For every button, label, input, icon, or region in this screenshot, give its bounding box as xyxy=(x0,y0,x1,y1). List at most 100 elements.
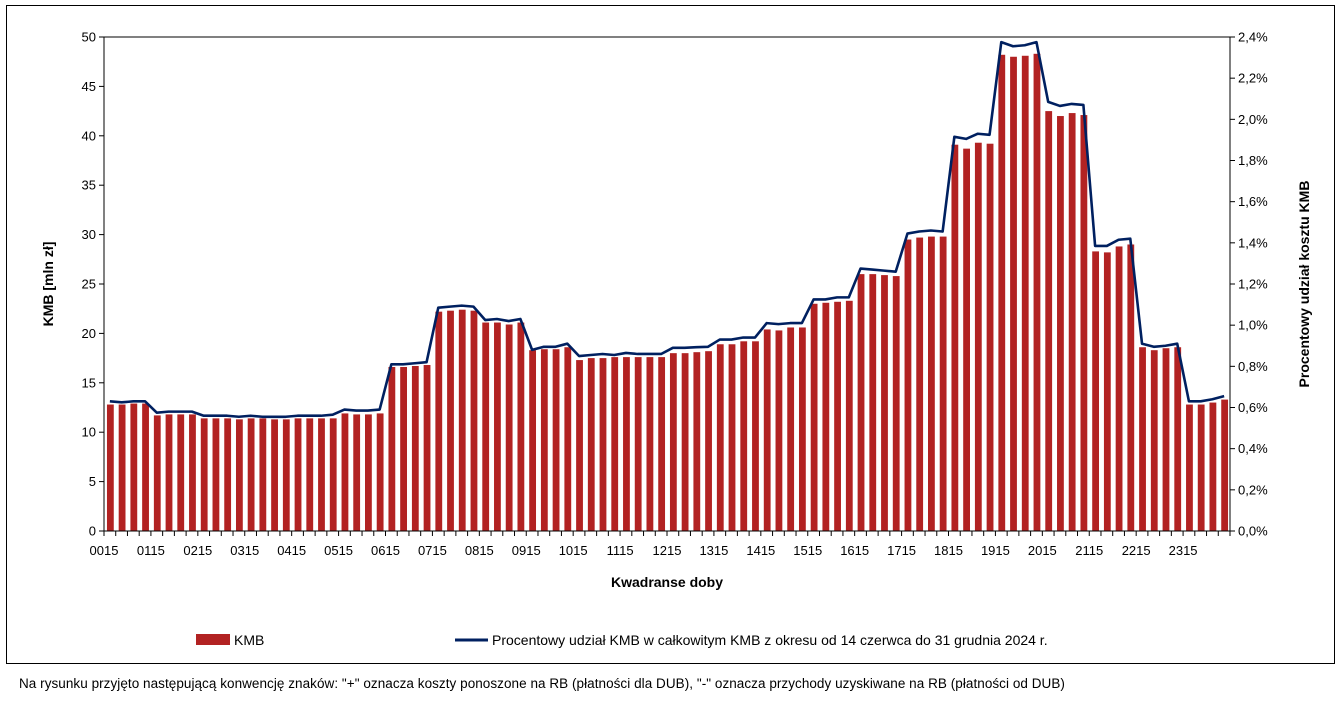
y-tick-label: 5 xyxy=(89,474,96,489)
x-axis-title: Kwadranse doby xyxy=(611,574,723,590)
bar xyxy=(435,311,443,531)
bar xyxy=(529,350,537,531)
bar xyxy=(118,404,126,531)
bar xyxy=(224,418,232,531)
bar xyxy=(106,404,114,531)
bar xyxy=(587,358,595,531)
bar xyxy=(400,366,407,531)
bar xyxy=(153,415,161,531)
x-tick-label: 0415 xyxy=(277,543,306,558)
bar xyxy=(834,301,841,531)
x-tick-label: 0915 xyxy=(512,543,541,558)
y-tick-label: 15 xyxy=(82,375,96,390)
bar xyxy=(1021,55,1029,531)
x-tick-label: 1815 xyxy=(934,543,963,558)
y2-tick-label: 0,8% xyxy=(1238,359,1268,374)
bar xyxy=(458,309,466,531)
x-tick-label: 1615 xyxy=(840,543,869,558)
bar xyxy=(294,418,302,531)
y-tick-label: 0 xyxy=(89,524,96,539)
bar xyxy=(235,419,243,531)
bar xyxy=(447,310,454,531)
bar xyxy=(494,322,501,531)
bar xyxy=(705,351,712,531)
y2-tick-label: 1,4% xyxy=(1238,235,1268,250)
bar xyxy=(951,144,959,531)
bar xyxy=(986,143,994,532)
x-tick-label: 1915 xyxy=(981,543,1010,558)
bar xyxy=(1068,113,1076,532)
legend-swatch-kmb xyxy=(196,634,230,645)
bar xyxy=(423,365,431,531)
bar xyxy=(1033,53,1041,532)
x-tick-label: 0115 xyxy=(137,543,165,558)
bar xyxy=(716,344,724,531)
legend-label-kmb: KMB xyxy=(234,632,264,648)
bar xyxy=(658,357,666,531)
y-tick-label: 30 xyxy=(82,227,96,242)
bar xyxy=(376,413,384,531)
bar xyxy=(1115,246,1123,531)
bar xyxy=(963,148,970,532)
bar xyxy=(904,239,912,532)
x-tick-label: 1215 xyxy=(653,543,682,558)
bar xyxy=(810,303,818,531)
bar xyxy=(728,344,736,531)
bar xyxy=(775,330,783,531)
bar xyxy=(1127,244,1135,532)
bar xyxy=(869,274,877,531)
bar xyxy=(552,349,560,531)
x-tick-label: 0815 xyxy=(465,543,494,558)
bar xyxy=(1103,252,1111,531)
x-tick-label: 1115 xyxy=(607,543,634,558)
bar xyxy=(681,353,689,531)
bar xyxy=(505,324,513,531)
bar xyxy=(1092,251,1100,531)
bar xyxy=(693,352,701,531)
bar xyxy=(271,419,278,531)
y-tick-label: 45 xyxy=(82,79,96,94)
bar xyxy=(212,418,220,531)
bar xyxy=(388,366,396,531)
bar xyxy=(540,349,548,531)
legend-label-line: Procentowy udział KMB w całkowitym KMB z… xyxy=(492,632,1048,648)
y2-tick-label: 0,4% xyxy=(1238,441,1268,456)
bar xyxy=(1209,402,1217,531)
x-tick-label: 0715 xyxy=(418,543,447,558)
bar xyxy=(939,236,947,532)
y-tick-label: 25 xyxy=(82,277,96,292)
bar xyxy=(318,418,325,531)
bar xyxy=(740,341,748,531)
percentage-line xyxy=(109,40,1225,419)
bar xyxy=(200,418,208,531)
bar xyxy=(1045,111,1053,531)
bar xyxy=(329,418,337,531)
bar xyxy=(916,237,924,531)
bar xyxy=(1162,348,1170,531)
y2-tick-label: 2,2% xyxy=(1238,71,1268,86)
bar xyxy=(341,413,349,531)
bar xyxy=(763,329,771,531)
bar xyxy=(1186,404,1193,531)
y2-tick-label: 0,2% xyxy=(1238,482,1268,497)
bar xyxy=(470,310,478,531)
bar xyxy=(247,418,255,531)
bar xyxy=(646,357,654,531)
x-tick-label: 2115 xyxy=(1075,543,1103,558)
bar xyxy=(1057,116,1064,531)
bar xyxy=(165,414,173,531)
bar xyxy=(1150,350,1158,531)
bar xyxy=(998,54,1006,532)
x-tick-label: 0515 xyxy=(324,543,353,558)
bar xyxy=(365,414,372,531)
bar xyxy=(142,403,149,531)
x-tick-label: 1415 xyxy=(746,543,775,558)
bar xyxy=(892,276,900,531)
x-tick-label: 2215 xyxy=(1122,543,1151,558)
y2-tick-label: 1,6% xyxy=(1238,194,1268,209)
y2-axis-title: Procentowy udział kosztu KMB xyxy=(1296,181,1312,388)
x-tick-label: 0215 xyxy=(183,543,212,558)
bar xyxy=(517,322,525,531)
bar xyxy=(1221,399,1229,531)
bar xyxy=(611,357,619,531)
